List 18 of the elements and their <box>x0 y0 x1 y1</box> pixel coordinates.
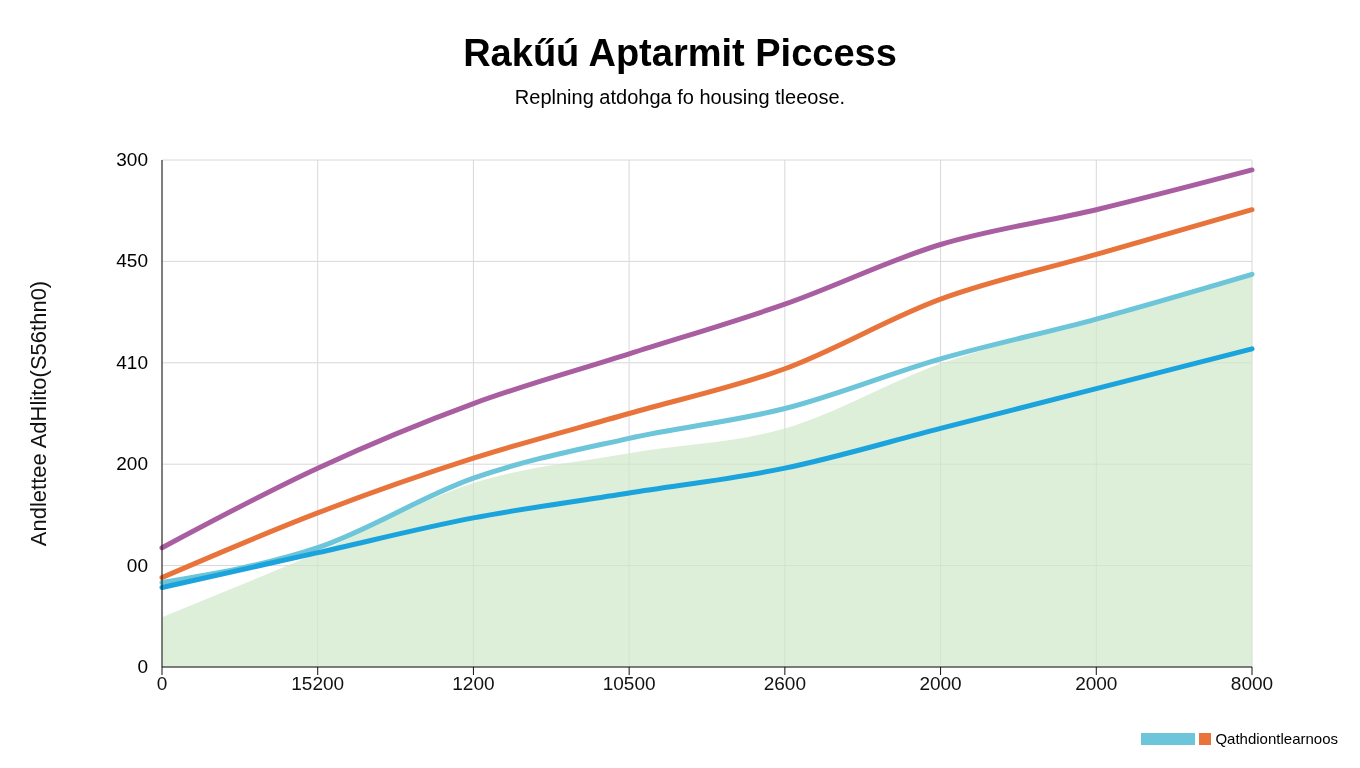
chart-title: Rakűú Aptarmit Piccess <box>462 32 898 75</box>
text: 00 <box>125 554 148 577</box>
x-tick-label: 1200 <box>452 673 495 695</box>
x-tick-label: 2000 <box>919 673 962 695</box>
x-tick-label: 2000 <box>1075 673 1118 695</box>
text: 410 <box>115 351 148 374</box>
x-tick-label: 10500 <box>602 673 656 695</box>
x-tick-label: 0 <box>156 673 168 695</box>
text: 450 <box>115 250 148 273</box>
text: 200 <box>115 453 148 476</box>
chart-subtitle: Replning atdohga fo housing tleeose. <box>513 86 847 109</box>
text: 300 <box>115 149 148 171</box>
x-tick-label: 15200 <box>291 673 345 695</box>
text: Qathdiontlearnoos <box>1215 730 1338 747</box>
x-tick-label: 8000 <box>1230 673 1274 695</box>
text: 0 <box>136 656 148 678</box>
x-tick-label: 2600 <box>763 673 806 695</box>
y-axis-title: Andlettee AdHlito(S56thn0) <box>25 280 51 547</box>
